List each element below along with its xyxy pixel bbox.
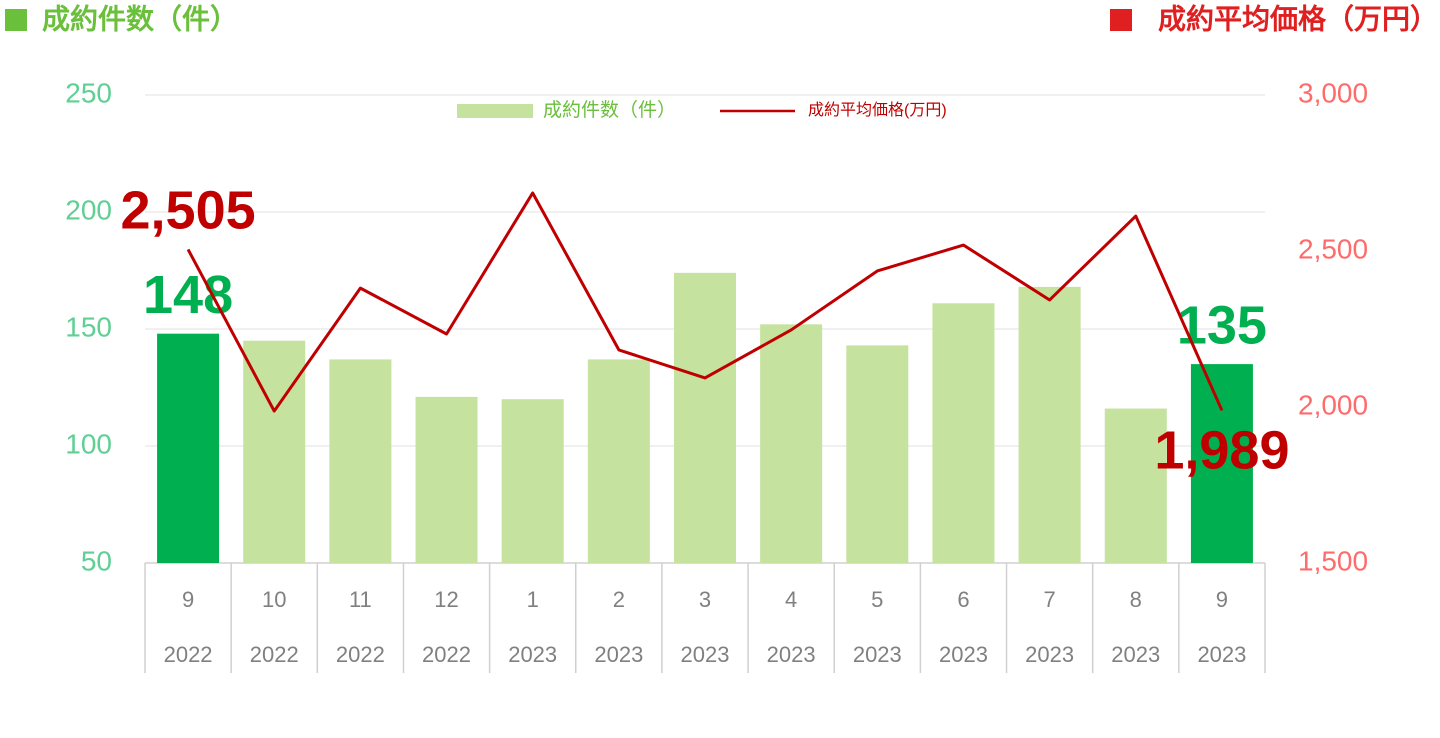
x-year-label: 2022: [164, 642, 213, 667]
x-tick-label: 8: [1130, 587, 1142, 612]
bar: [243, 340, 306, 563]
x-year-label: 2022: [250, 642, 299, 667]
x-tick-label: 6: [957, 587, 969, 612]
x-year-label: 2023: [767, 642, 816, 667]
y2-tick-label: 3,000: [1298, 77, 1368, 108]
x-year-label: 2023: [939, 642, 988, 667]
x-tick-label: 11: [349, 587, 372, 612]
x-tick-label: 1: [527, 587, 539, 612]
x-tick-label: 2: [613, 587, 625, 612]
x-year-label: 2023: [1025, 642, 1074, 667]
y-tick-label: 200: [65, 194, 112, 225]
right-axis-title: 成約平均価格（万円）: [1158, 2, 1438, 34]
x-year-label: 2023: [1111, 642, 1160, 667]
x-year-label: 2023: [594, 642, 643, 667]
y-tick-label: 150: [65, 311, 112, 342]
legend-label: 成約平均価格(万円): [808, 101, 947, 119]
header-marker: [5, 9, 27, 31]
y2-tick-label: 2,500: [1298, 233, 1368, 264]
y-tick-label: 50: [81, 545, 112, 576]
x-tick-label: 9: [1216, 587, 1228, 612]
x-tick-label: 12: [434, 587, 458, 612]
bar: [157, 333, 220, 563]
x-tick-label: 9: [182, 587, 194, 612]
data-label: 2,505: [121, 181, 256, 241]
bar: [674, 272, 736, 563]
bar: [760, 324, 823, 563]
x-year-label: 2023: [1197, 642, 1246, 667]
bar: [932, 303, 995, 563]
bar: [1190, 364, 1253, 563]
x-year-label: 2023: [681, 642, 730, 667]
legend-swatch: [457, 104, 533, 118]
bar: [846, 345, 909, 563]
data-label: 1,989: [1154, 421, 1289, 481]
legend-label: 成約件数（件）: [543, 99, 676, 121]
x-tick-label: 4: [785, 587, 797, 612]
x-year-label: 2023: [508, 642, 557, 667]
x-tick-label: 10: [262, 587, 286, 612]
bar: [501, 399, 564, 563]
data-label: 135: [1177, 295, 1267, 355]
header-marker: [1110, 9, 1132, 31]
left-axis-title: 成約件数（件）: [42, 2, 238, 34]
x-year-label: 2022: [422, 642, 471, 667]
line: [186, 191, 1224, 413]
data-label: 148: [143, 265, 233, 325]
y-tick-label: 250: [65, 77, 112, 108]
x-year-label: 2022: [336, 642, 385, 667]
bar: [415, 396, 478, 563]
x-tick-label: 5: [871, 587, 883, 612]
x-tick-label: 7: [1043, 587, 1055, 612]
bar: [329, 359, 392, 563]
y-tick-label: 100: [65, 428, 112, 459]
x-year-label: 2023: [853, 642, 902, 667]
x-tick-label: 3: [699, 587, 711, 612]
bar: [1104, 408, 1167, 563]
y2-tick-label: 1,500: [1298, 545, 1368, 576]
bar: [587, 359, 650, 563]
bar: [1018, 286, 1081, 563]
y2-tick-label: 2,000: [1298, 389, 1368, 420]
